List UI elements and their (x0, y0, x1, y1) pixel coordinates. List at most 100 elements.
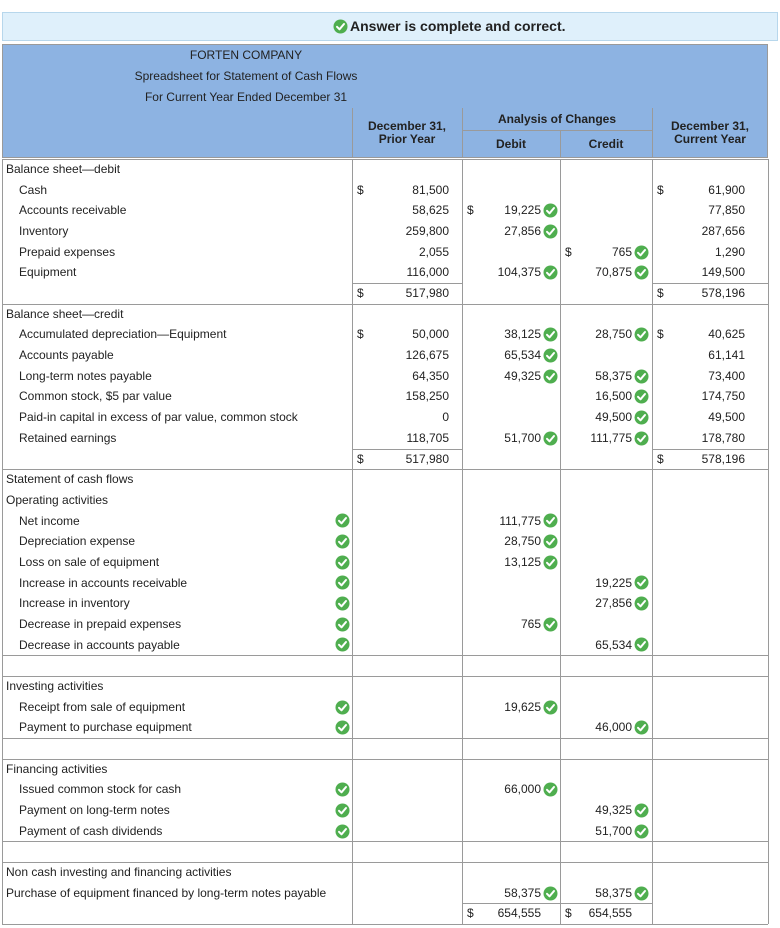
cell-value: 61,141 (708, 348, 745, 363)
cell-value: 0 (442, 410, 449, 425)
check-icon (543, 265, 557, 280)
check-icon (543, 369, 557, 384)
cell-value: 58,375 (504, 885, 541, 900)
cell-value: 70,875 (595, 265, 632, 280)
cell-value: 49,325 (504, 368, 541, 383)
row-label: Accounts payable (19, 348, 114, 363)
check-icon (543, 224, 557, 239)
cell-value: 111,775 (590, 430, 632, 445)
dollar-sign: $ (467, 906, 474, 921)
check-icon (335, 824, 349, 839)
row-line (2, 303, 768, 305)
title-text: Spreadsheet for Statement of Cash Flows (134, 69, 358, 83)
total-line (462, 903, 560, 905)
cell-value: 51,700 (595, 823, 632, 838)
row-label: Payment to purchase equipment (19, 720, 192, 735)
cell-value: 40,625 (708, 327, 745, 342)
check-icon (543, 327, 557, 342)
title-text: For Current Year Ended December 31 (144, 90, 348, 104)
row-label: Inventory (19, 224, 69, 239)
row-label: Common stock, $5 par value (19, 389, 172, 404)
header-divider (462, 108, 463, 158)
cell-value: 58,625 (412, 203, 449, 218)
row-label: Decrease in prepaid expenses (19, 616, 182, 631)
title-text: FORTEN COMPANY (189, 48, 303, 62)
row-label: Financing activities (6, 761, 108, 776)
check-icon (335, 803, 349, 818)
check-icon (335, 700, 349, 715)
row-label: Accounts receivable (19, 203, 127, 218)
table-border (2, 44, 768, 158)
row-label: Issued common stock for cash (19, 782, 182, 797)
check-icon (634, 720, 648, 735)
dollar-sign: $ (657, 286, 664, 301)
check-icon (634, 886, 648, 901)
row-label: Long-term notes payable (19, 368, 152, 383)
title-row (2, 86, 768, 108)
check-icon (335, 637, 349, 652)
row-line (2, 676, 768, 677)
cell-value: 1,290 (714, 244, 745, 259)
column-line (462, 159, 463, 925)
check-icon (634, 596, 648, 611)
cell-value: 28,750 (504, 534, 541, 549)
banner (2, 12, 778, 41)
cell-value: 19,225 (504, 203, 541, 218)
cell-value: 178,780 (701, 430, 745, 445)
column-line (560, 159, 561, 925)
cell-value: 66,000 (504, 782, 541, 797)
check-icon (335, 534, 349, 549)
check-icon (543, 617, 557, 632)
cell-value: 49,500 (595, 410, 632, 425)
row-line (2, 738, 768, 740)
row-line (2, 758, 768, 760)
cell-value: 49,500 (708, 410, 745, 425)
row-label: Loss on sale of equipment (19, 554, 160, 569)
row-label: Net income (19, 513, 80, 528)
check-icon (634, 824, 648, 839)
check-icon (543, 782, 557, 797)
check-icon (634, 327, 648, 342)
check-icon (333, 19, 347, 33)
cell-value: 2,055 (418, 244, 449, 259)
row-label: Payment of cash dividends (19, 823, 163, 838)
check-icon (634, 265, 648, 280)
cell-value: 13,125 (504, 554, 541, 569)
cell-value: 64,350 (412, 368, 449, 383)
row-line (2, 469, 768, 471)
check-icon (634, 637, 648, 652)
cell-value: 49,325 (595, 803, 632, 818)
column-line (352, 159, 353, 925)
cell-value: 27,856 (595, 596, 632, 611)
cell-value: 578,196 (701, 286, 745, 301)
row-label: Statement of cash flows (6, 472, 134, 487)
column-line (2, 159, 3, 925)
dollar-sign: $ (565, 244, 572, 259)
cell-value: 259,800 (405, 224, 449, 239)
cell-value: 19,225 (595, 575, 632, 590)
header-line (462, 130, 652, 131)
row-line (2, 862, 768, 864)
check-icon (634, 389, 648, 404)
cell-value: 61,900 (708, 182, 745, 197)
cell-value: 654,555 (588, 906, 632, 921)
check-icon (543, 700, 557, 715)
check-icon (543, 431, 557, 446)
check-icon (543, 348, 557, 363)
cell-value: 50,000 (412, 327, 449, 342)
check-icon (634, 575, 648, 590)
column-line (652, 159, 653, 925)
check-icon (335, 575, 349, 590)
cell-value: 81,500 (412, 182, 449, 197)
cell-value: 517,980 (405, 451, 449, 466)
check-icon (335, 555, 349, 570)
check-icon (543, 534, 557, 549)
cell-value: 16,500 (595, 389, 632, 404)
dollar-sign: $ (357, 182, 364, 197)
cell-value: 765 (520, 616, 541, 631)
header-debit: Debit (496, 136, 526, 151)
row-label: Non cash investing and financing activit… (6, 865, 232, 880)
check-icon (543, 203, 557, 218)
cell-value: 126,675 (405, 348, 449, 363)
